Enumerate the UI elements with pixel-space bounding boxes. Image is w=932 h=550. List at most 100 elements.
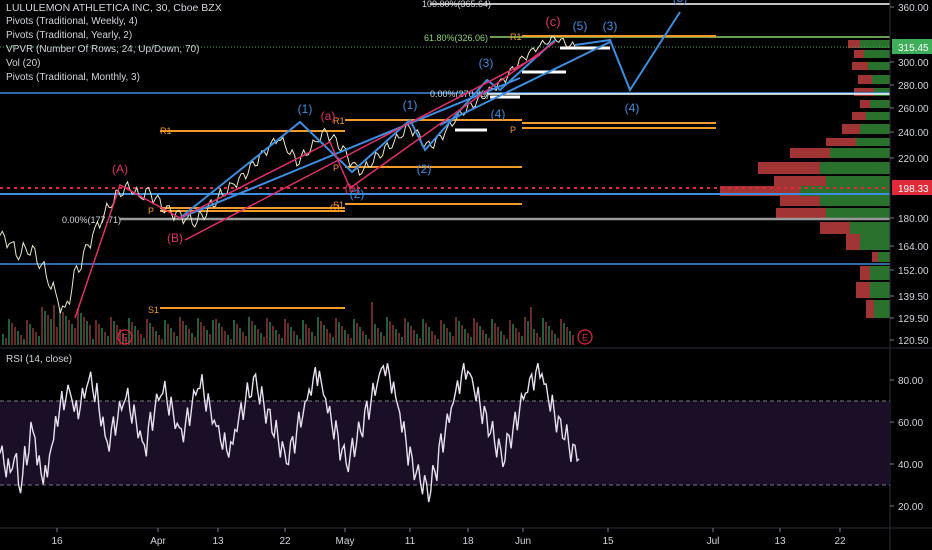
horizontal-levels [0,46,890,265]
volume-bar [131,322,133,345]
wave-labels: (1) (2) (1) (2) (3) (4) (5) (3) (4) (5) (A) (B) (a) (… [112,0,687,345]
pivot-label: P [510,125,516,135]
rsi-band [0,401,890,485]
time-tick-label: 13 [212,536,224,547]
volume-profile-down [858,75,872,84]
volume-bar [218,323,220,345]
volume-bar [368,339,370,345]
volume-bar [458,321,460,345]
volume-bar [380,332,382,345]
wave-label-pink: (A) [112,162,128,176]
volume-bar [425,323,427,345]
volume-bar [182,321,184,345]
volume-profile-down [848,40,860,48]
volume-bar [29,324,31,345]
volume-bar [305,324,307,345]
volume-bar [47,315,49,345]
wave-label-blue: (2) [417,162,432,176]
volume-bar [140,334,142,345]
time-tick-label: Apr [150,536,166,547]
volume-bar [485,334,487,345]
volume-profile-up [868,62,890,70]
rsi-line [0,363,580,503]
volume-bar [35,332,37,345]
volume-bar [8,319,10,345]
indicator-volume[interactable]: Vol (20) [6,58,41,69]
volume-bar [299,339,301,345]
volume-bar [395,329,397,345]
volume-bar [275,330,277,345]
rsi-tick-label: 20.00 [898,502,923,513]
indicator-pivots-yearly[interactable]: Pivots (Traditional, Yearly, 2) [6,30,133,41]
volume-bar [281,338,283,345]
volume-bar [38,336,40,345]
volume-bar [413,330,415,345]
volume-profile-up [830,148,890,158]
volume-bar [569,331,571,345]
price-tick-label: 120.50 [898,336,929,347]
volume-bar [14,327,16,345]
volume-bar [224,331,226,345]
volume-bar [461,325,463,345]
volume-bar [83,317,85,345]
volume-bar [113,321,115,345]
pivot-label: R1 [333,116,345,126]
indicator-pivots-monthly[interactable]: Pivots (Traditional, Monthly, 3) [6,72,140,83]
volume-bar [284,319,286,345]
volume-bar [302,320,304,345]
time-tick-label: 13 [774,536,786,547]
volume-bar [167,324,169,345]
volume-bar [206,330,208,345]
volume-bar [23,339,25,345]
volume-profile-up [826,208,890,220]
volume-profile-down [852,62,868,70]
volume-bar [428,327,430,345]
volume-bar [80,313,82,345]
volume-bar [146,319,148,345]
price-tick-label: 260.00 [898,104,929,115]
volume-bar [158,335,160,345]
volume-bar [473,318,475,345]
fib-label: 0.00%(177.71) [62,215,121,225]
volume-profile-down [720,186,800,196]
volume-bar [341,326,343,345]
volume-profile-up [850,222,890,234]
volume-profile-up [874,300,890,318]
volume-bar [32,328,34,345]
volume-bar [374,324,376,345]
volume-bar [233,320,235,345]
symbol-title[interactable]: LULULEMON ATHLETICA INC, 30, Cboe BZX [6,2,222,14]
volume-bar [200,322,202,345]
price-tick-label: 180.00 [898,214,929,225]
volume-bar [2,334,4,345]
fib-label: 61.80%(326.06) [424,33,488,43]
rsi-panel-label[interactable]: RSI (14, close) [6,354,73,365]
volume-bar [251,321,253,345]
indicator-pivots-weekly[interactable]: Pivots (Traditional, Weekly, 4) [6,16,138,27]
trendline-blue [439,41,611,126]
volume-bar [266,318,268,345]
volume-bar [371,302,373,345]
volume-bar [317,317,319,345]
price-tick-label: 129.50 [898,314,929,325]
volume-bar [431,331,433,345]
volume-profile-down [780,196,820,206]
indicator-vpvr[interactable]: VPVR (Number Of Rows, 24, Up/Down, 70) [6,44,200,55]
volume-bar [155,331,157,345]
volume-bar [95,320,97,345]
volume-bar [191,333,193,345]
volume-bar [56,327,58,345]
volume-bar [62,312,64,345]
wave-label-blue: (4) [491,107,506,121]
volume-bar [194,337,196,345]
volume-bar [122,333,124,345]
pivot-label: R1 [510,32,522,42]
volume-bar [230,339,232,345]
volume-bar [107,336,109,345]
volume-bar [347,334,349,345]
wave-label-blue: (1) [298,102,313,116]
volume-bar [410,326,412,345]
volume-profile-down [820,222,850,234]
